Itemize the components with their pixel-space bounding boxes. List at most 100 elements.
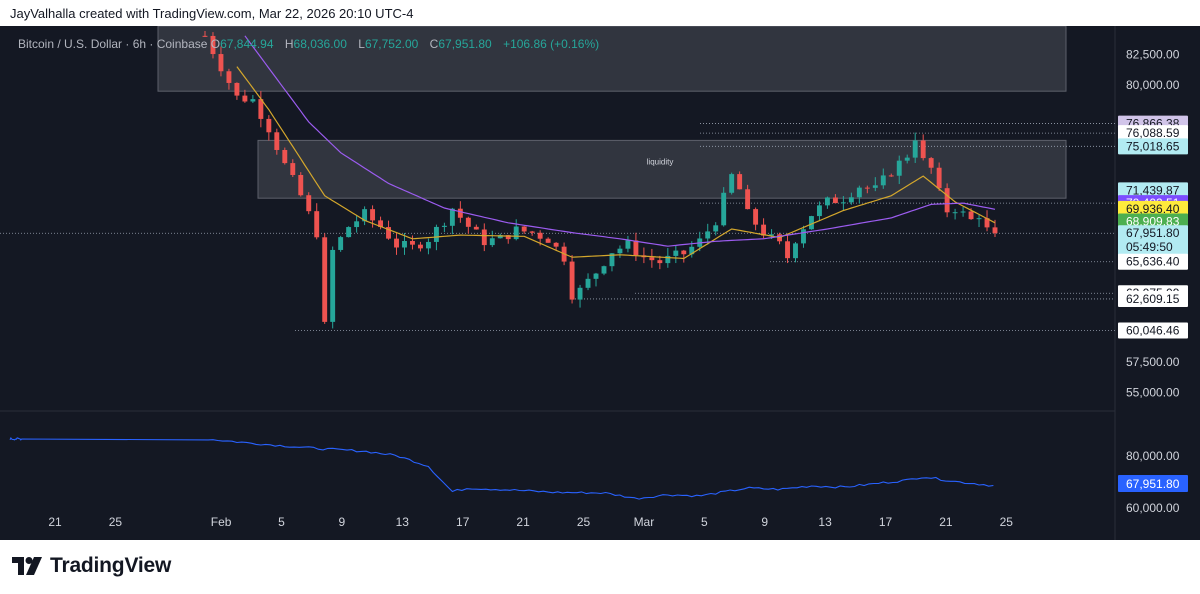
close-label: C: [429, 37, 439, 51]
candle-body: [338, 237, 344, 250]
candle-body: [457, 208, 463, 218]
candle-body: [410, 240, 415, 245]
candle-body: [577, 287, 583, 300]
candle-body: [386, 227, 391, 239]
time-tick-label: 21: [516, 515, 530, 529]
time-tick-label: 17: [456, 515, 470, 529]
indicator-tick-label: 80,000.00: [1126, 449, 1180, 463]
candle-body: [418, 244, 423, 249]
time-tick-label: 25: [109, 515, 123, 529]
price-level-tag-text: 62,609.15: [1126, 292, 1180, 306]
open-value: 67,844.94: [220, 37, 274, 51]
candle-body: [529, 231, 535, 233]
price-level-tag: 75,018.65: [1118, 138, 1188, 155]
candle-body: [872, 185, 878, 188]
candle-body: [553, 242, 559, 247]
time-tick-label: 13: [818, 515, 832, 529]
candle-body: [314, 211, 320, 238]
candle-body: [250, 99, 256, 102]
candle-body: [689, 246, 695, 255]
tradingview-logo-text: TradingView: [50, 554, 172, 577]
candle-body: [816, 205, 822, 217]
candle-body: [234, 82, 240, 96]
candle-body: [202, 35, 208, 37]
candle-body: [737, 174, 743, 190]
candle-body: [848, 197, 854, 203]
indicator-tick-label: 60,000.00: [1126, 501, 1180, 515]
candle-body: [888, 175, 894, 177]
tradingview-logo[interactable]: TradingView: [12, 552, 171, 580]
time-tick-label: 5: [278, 515, 285, 529]
candle-body: [705, 231, 711, 239]
candle-body: [665, 255, 671, 264]
time-axis[interactable]: 21 25 Feb 5 9 13 17 21 25 Mar 5 9 13 17 21 25: [48, 515, 1013, 529]
candle-body: [729, 174, 735, 193]
candle-body: [521, 226, 527, 232]
close-value: 67,951.80: [438, 37, 492, 51]
moving-averages-layer: [236, 35, 996, 260]
candle-body: [824, 197, 830, 206]
candle-body: [378, 220, 384, 228]
candle-body: [952, 212, 958, 214]
price-level-tag-text: 68,909.83: [1126, 214, 1180, 228]
time-tick-label: 9: [339, 515, 346, 529]
price-level-tag-text: 67,951.80: [1126, 226, 1180, 240]
open-label: O: [210, 37, 221, 51]
candle-body: [713, 225, 719, 232]
candle-body: [840, 202, 846, 204]
candle-body: [290, 163, 296, 175]
candle-body: [330, 249, 336, 322]
candle-body: [920, 140, 926, 159]
candle-body: [968, 211, 974, 220]
high-value: 68,036.00: [293, 37, 347, 51]
candle-body: [617, 248, 623, 254]
candle-body: [809, 216, 814, 230]
candle-body: [681, 250, 687, 255]
indicator-pane: 80,000.00 60,000.00 67,951.80: [9, 436, 1188, 515]
symbol-legend: Bitcoin / U.S. Dollar · 6h · Coinbase O6…: [18, 37, 607, 51]
price-tick-label: 80,000.00: [1126, 78, 1180, 92]
chart-canvas[interactable]: liquidity 80,000.00 60,000.00 67,951.80 82…: [0, 25, 1200, 540]
candle-body: [649, 257, 655, 261]
chart-area[interactable]: liquidity 80,000.00 60,000.00 67,951.80 82…: [0, 25, 1200, 540]
time-tick-label: 5: [701, 515, 708, 529]
price-tick-label: 82,500.00: [1126, 47, 1180, 61]
candle-body: [601, 266, 607, 274]
candle-body: [856, 187, 862, 198]
indicator-line: [9, 436, 994, 500]
time-tick-label: 9: [761, 515, 768, 529]
low-label: L: [358, 37, 365, 51]
chart-background: [0, 26, 1200, 540]
candle-body: [657, 260, 663, 264]
candle-body: [633, 240, 639, 256]
candle-body: [569, 261, 575, 300]
price-level-tag: 69,936.40: [1118, 200, 1188, 217]
candle-body: [593, 273, 599, 279]
candle-body: [928, 158, 934, 168]
symbol-name: Bitcoin / U.S. Dollar · 6h · Coinbase: [18, 37, 208, 51]
candle-body: [425, 241, 431, 249]
candle-body: [346, 227, 352, 238]
price-level-tag-text: 71,439.87: [1126, 183, 1180, 197]
time-tick-label: Mar: [634, 515, 655, 529]
candle-body: [944, 188, 950, 213]
price-level-tag: 60,046.46: [1118, 322, 1188, 339]
time-tick-label: 25: [577, 515, 591, 529]
price-level-tag-bg: [1118, 225, 1188, 256]
price-level-tag-text: 76,088.59: [1126, 126, 1180, 140]
candle-body: [992, 227, 998, 234]
candle-body: [545, 238, 551, 243]
price-level-tag-bg: [1118, 322, 1188, 339]
candle-body: [880, 175, 886, 186]
price-axis[interactable]: 82,500.0080,000.0057,500.0055,000.0076,8…: [1118, 47, 1188, 400]
candle-body: [362, 209, 368, 222]
candle-body: [449, 208, 455, 226]
candle-body: [266, 118, 272, 133]
candle-body: [402, 240, 407, 248]
candle-body: [394, 238, 399, 248]
candle-body: [258, 99, 264, 119]
candle-body: [465, 217, 471, 227]
ema-fast-line: [236, 66, 996, 260]
price-level-tag-bg: [1118, 253, 1188, 270]
candle-body: [537, 232, 543, 239]
